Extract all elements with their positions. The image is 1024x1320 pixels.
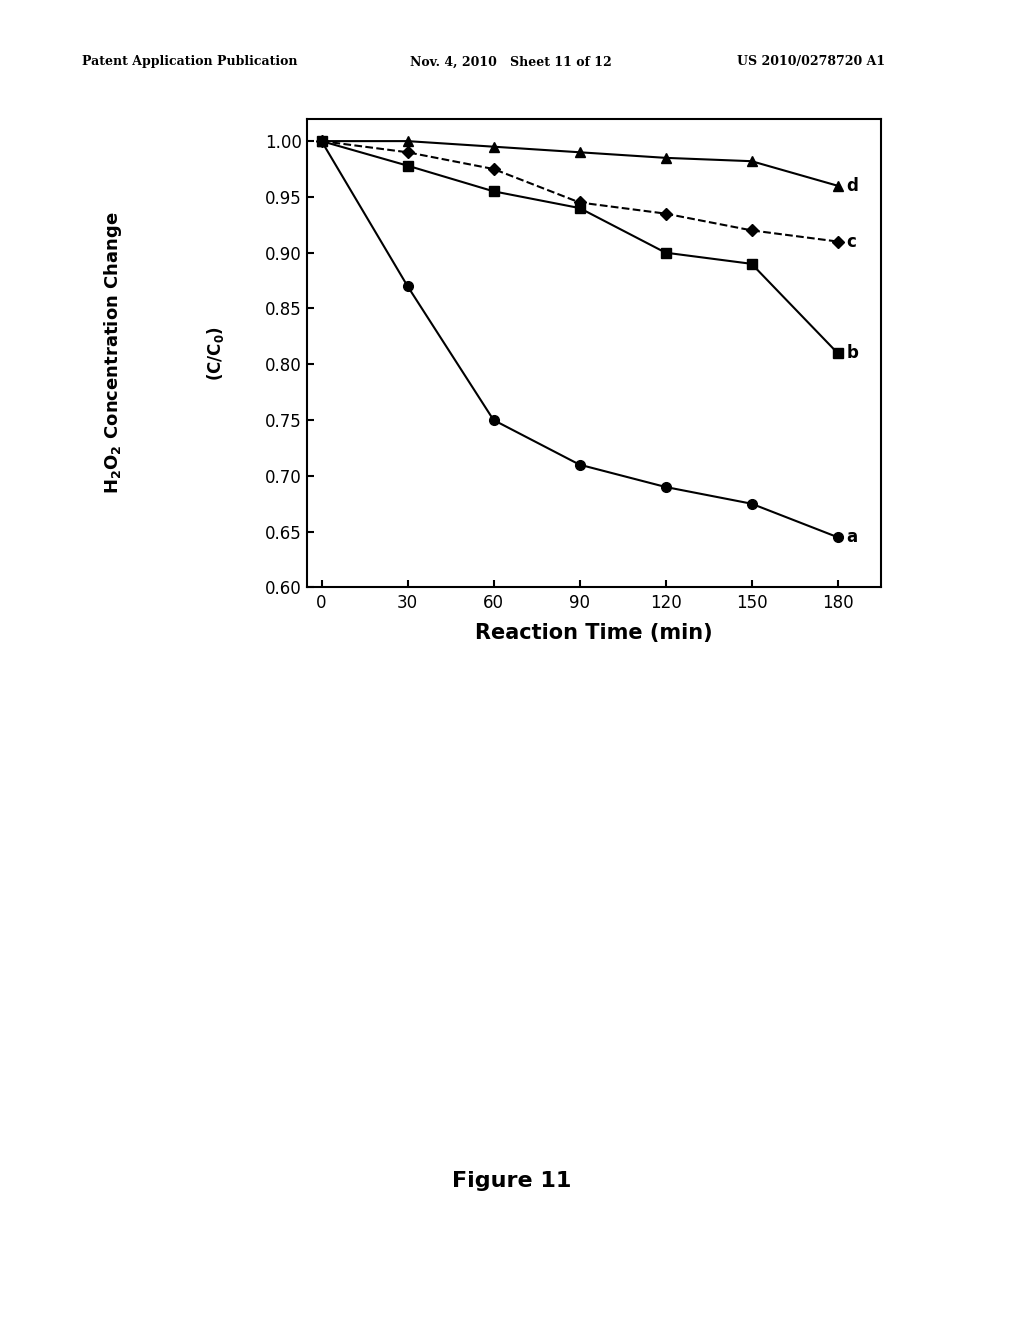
- Text: a: a: [846, 528, 857, 546]
- Text: Patent Application Publication: Patent Application Publication: [82, 55, 297, 69]
- X-axis label: Reaction Time (min): Reaction Time (min): [475, 623, 713, 643]
- Text: US 2010/0278720 A1: US 2010/0278720 A1: [737, 55, 886, 69]
- Text: Figure 11: Figure 11: [453, 1171, 571, 1192]
- Text: c: c: [846, 232, 856, 251]
- Text: $\mathbf{(C/C_0)}$: $\mathbf{(C/C_0)}$: [205, 326, 225, 380]
- Text: $\mathbf{H_2O_2}$ Concentration Change: $\mathbf{H_2O_2}$ Concentration Change: [101, 211, 124, 495]
- Text: Nov. 4, 2010   Sheet 11 of 12: Nov. 4, 2010 Sheet 11 of 12: [410, 55, 611, 69]
- Text: b: b: [846, 345, 858, 362]
- Text: d: d: [846, 177, 858, 195]
